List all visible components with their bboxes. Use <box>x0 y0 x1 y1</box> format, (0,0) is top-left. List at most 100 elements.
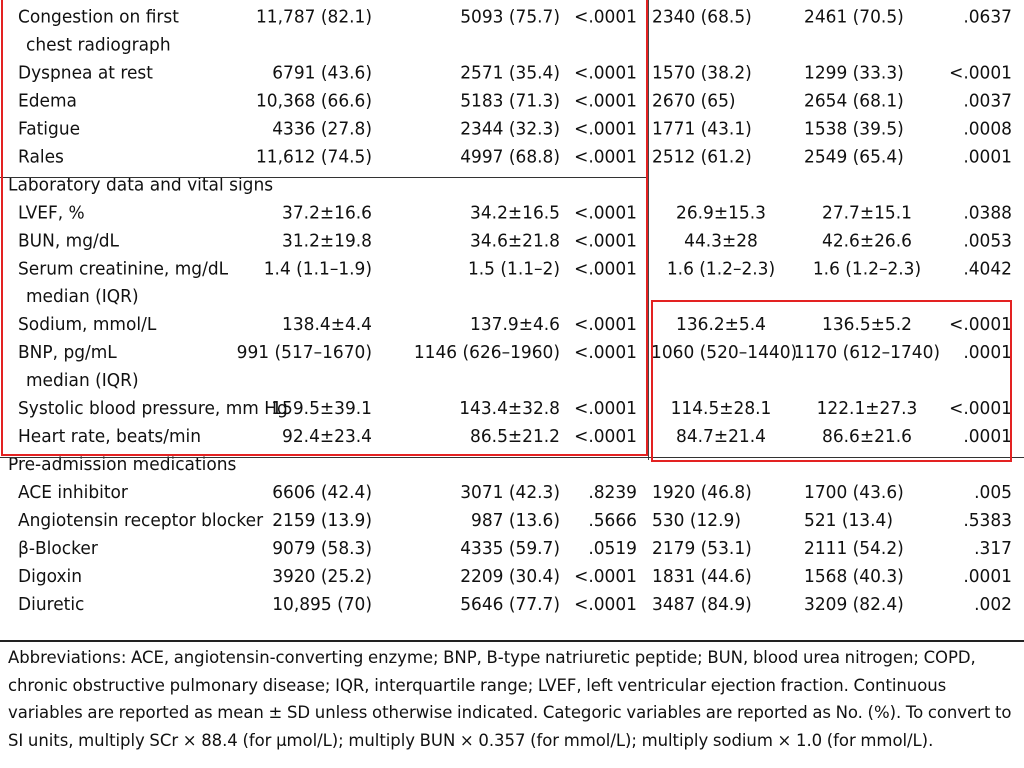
table-row: Fatigue 4336 (27.8) 2344 (32.3) <.0001 1771 … <box>0 115 1024 143</box>
table-cell-c4: 114.5±28.1 <box>670 398 772 420</box>
table-cell-c5: 42.6±26.6 <box>822 230 912 252</box>
row-label: Digoxin <box>18 566 83 588</box>
table-cell-c3: <.0001 <box>574 258 637 280</box>
table-cell-c3: <.0001 <box>574 398 637 420</box>
row-label: Sodium, mmol/L <box>18 314 157 336</box>
table-cell-c1: 138.4±4.4 <box>282 314 372 336</box>
table-cell-c6: .0637 <box>963 6 1012 28</box>
table-row: Digoxin 3920 (25.2) 2209 (30.4) <.0001 1831 … <box>0 563 1024 591</box>
table-cell-c4: 84.7±21.4 <box>676 426 766 448</box>
table-row: Angiotensin receptor blocker 2159 (13.9) 9… <box>0 507 1024 535</box>
table-cell-c4: 44.3±28 <box>684 230 758 252</box>
table-cell-c6: <.0001 <box>949 314 1012 336</box>
table-cell-c5: 1170 (612–1740) <box>793 342 941 364</box>
table-cell-c4: 26.9±15.3 <box>676 202 766 224</box>
section-divider-laboratory <box>0 177 648 178</box>
table-cell-c1: 3920 (25.2) <box>272 566 372 588</box>
table-cell-c5: 2549 (65.4) <box>804 146 904 168</box>
table-row: Pre-admission medications <box>0 451 1024 479</box>
table-row: Rales 11,612 (74.5) 4997 (68.8) <.0001 2512 … <box>0 143 1024 171</box>
table-row: Diuretic 10,895 (70) 5646 (77.7) <.0001 3487… <box>0 591 1024 619</box>
table-row: median (IQR) <box>0 367 1024 395</box>
table-cell-c5: 86.6±21.6 <box>822 426 912 448</box>
table-cell-c2: 1146 (626–1960) <box>413 342 560 364</box>
table-cell-c1: 6791 (43.6) <box>272 62 372 84</box>
table-row: Heart rate, beats/min 92.4±23.4 86.5±21.2 <… <box>0 423 1024 451</box>
row-label: Heart rate, beats/min <box>18 426 202 448</box>
table-cell-c5: 521 (13.4) <box>804 510 893 532</box>
row-label: LVEF, % <box>18 202 85 224</box>
table-row: median (IQR) <box>0 283 1024 311</box>
row-label: Dyspnea at rest <box>18 62 153 84</box>
table-cell-c2: 3071 (42.3) <box>460 482 560 504</box>
table-row: Congestion on first 11,787 (82.1) 5093 (75… <box>0 3 1024 31</box>
table-cell-c1: 6606 (42.4) <box>272 482 372 504</box>
table-cell-c5: 27.7±15.1 <box>822 202 912 224</box>
table-cell-c1: 31.2±19.8 <box>282 230 372 252</box>
table-cell-c2: 4997 (68.8) <box>460 146 560 168</box>
table-cell-c1: 10,368 (66.6) <box>255 90 372 112</box>
table-cell-c1: 11,612 (74.5) <box>255 146 372 168</box>
table-cell-c2: 5183 (71.3) <box>460 90 560 112</box>
table-cell-c6: .0388 <box>963 202 1012 224</box>
row-label: Congestion on first <box>18 6 179 28</box>
table-cell-c5: 2654 (68.1) <box>804 90 904 112</box>
table-cell-c1: 2159 (13.9) <box>272 510 372 532</box>
table-cell-c1: 92.4±23.4 <box>282 426 372 448</box>
row-label: BUN, mg/dL <box>18 230 119 252</box>
table-cell-c1: 9079 (58.3) <box>272 538 372 560</box>
row-label: BNP, pg/mL <box>18 342 117 364</box>
table-cell-c5: 122.1±27.3 <box>816 398 918 420</box>
table-cell-c3: <.0001 <box>574 314 637 336</box>
table-cell-c2: 2209 (30.4) <box>460 566 560 588</box>
table-cell-c4: 1920 (46.8) <box>652 482 752 504</box>
table-cell-c4: 530 (12.9) <box>652 510 741 532</box>
table-cell-c2: 4335 (59.7) <box>460 538 560 560</box>
table-cell-c2: 34.2±16.5 <box>470 202 560 224</box>
table-cell-c3: <.0001 <box>574 594 637 616</box>
table-cell-c6: .0001 <box>963 426 1012 448</box>
table-cell-c6: .0001 <box>963 342 1012 364</box>
table-cell-c4: 3487 (84.9) <box>652 594 752 616</box>
table-cell-c4: 1.6 (1.2–2.3) <box>666 258 776 280</box>
table-cell-c1: 159.5±39.1 <box>271 398 372 420</box>
table-cell-c2: 5646 (77.7) <box>460 594 560 616</box>
table-cell-c6: .0037 <box>963 90 1012 112</box>
table-cell-c5: 1299 (33.3) <box>804 62 904 84</box>
row-label: Edema <box>18 90 77 112</box>
table-cell-c6: <.0001 <box>949 62 1012 84</box>
table-cell-c4: 1771 (43.1) <box>652 118 752 140</box>
table-cell-c4: 136.2±5.4 <box>676 314 766 336</box>
table-cell-c4: 2670 (65) <box>652 90 736 112</box>
table-cell-c6: .005 <box>974 482 1012 504</box>
row-label: Diuretic <box>18 594 85 616</box>
table-cell-c2: 987 (13.6) <box>471 510 560 532</box>
table-cell-c4: 1831 (44.6) <box>652 566 752 588</box>
table-cell-c3: <.0001 <box>574 566 637 588</box>
table-cell-c2: 86.5±21.2 <box>470 426 560 448</box>
table-cell-c6: <.0001 <box>949 398 1012 420</box>
table-cell-c5: 1568 (40.3) <box>804 566 904 588</box>
table-row: BUN, mg/dL 31.2±19.8 34.6±21.8 <.0001 44.3±2… <box>0 227 1024 255</box>
table-cell-c1: 11,787 (82.1) <box>255 6 372 28</box>
table-cell-c2: 2571 (35.4) <box>460 62 560 84</box>
table-row: Edema 10,368 (66.6) 5183 (71.3) <.0001 2670 … <box>0 87 1024 115</box>
row-label: β-Blocker <box>18 538 98 560</box>
table-cell-c2: 5093 (75.7) <box>460 6 560 28</box>
table-cell-c2: 137.9±4.6 <box>470 314 560 336</box>
table-cell-c4: 1060 (520–1440) <box>651 342 798 364</box>
table-cell-c1: 4336 (27.8) <box>272 118 372 140</box>
row-label: ACE inhibitor <box>18 482 128 504</box>
table-cell-c3: <.0001 <box>574 342 637 364</box>
table-row: ACE inhibitor 6606 (42.4) 3071 (42.3) .8239… <box>0 479 1024 507</box>
row-label: Systolic blood pressure, mm Hg <box>18 398 288 420</box>
table-cell-c3: <.0001 <box>574 230 637 252</box>
table-cell-c2: 143.4±32.8 <box>459 398 560 420</box>
table-row: β-Blocker 9079 (58.3) 4335 (59.7) .0519 2179… <box>0 535 1024 563</box>
highlight-box-right <box>651 300 1012 462</box>
table-cell-c4: 2340 (68.5) <box>652 6 752 28</box>
row-label: chest radiograph <box>26 34 171 56</box>
table-cell-c3: <.0001 <box>574 62 637 84</box>
table-cell-c5: 1538 (39.5) <box>804 118 904 140</box>
